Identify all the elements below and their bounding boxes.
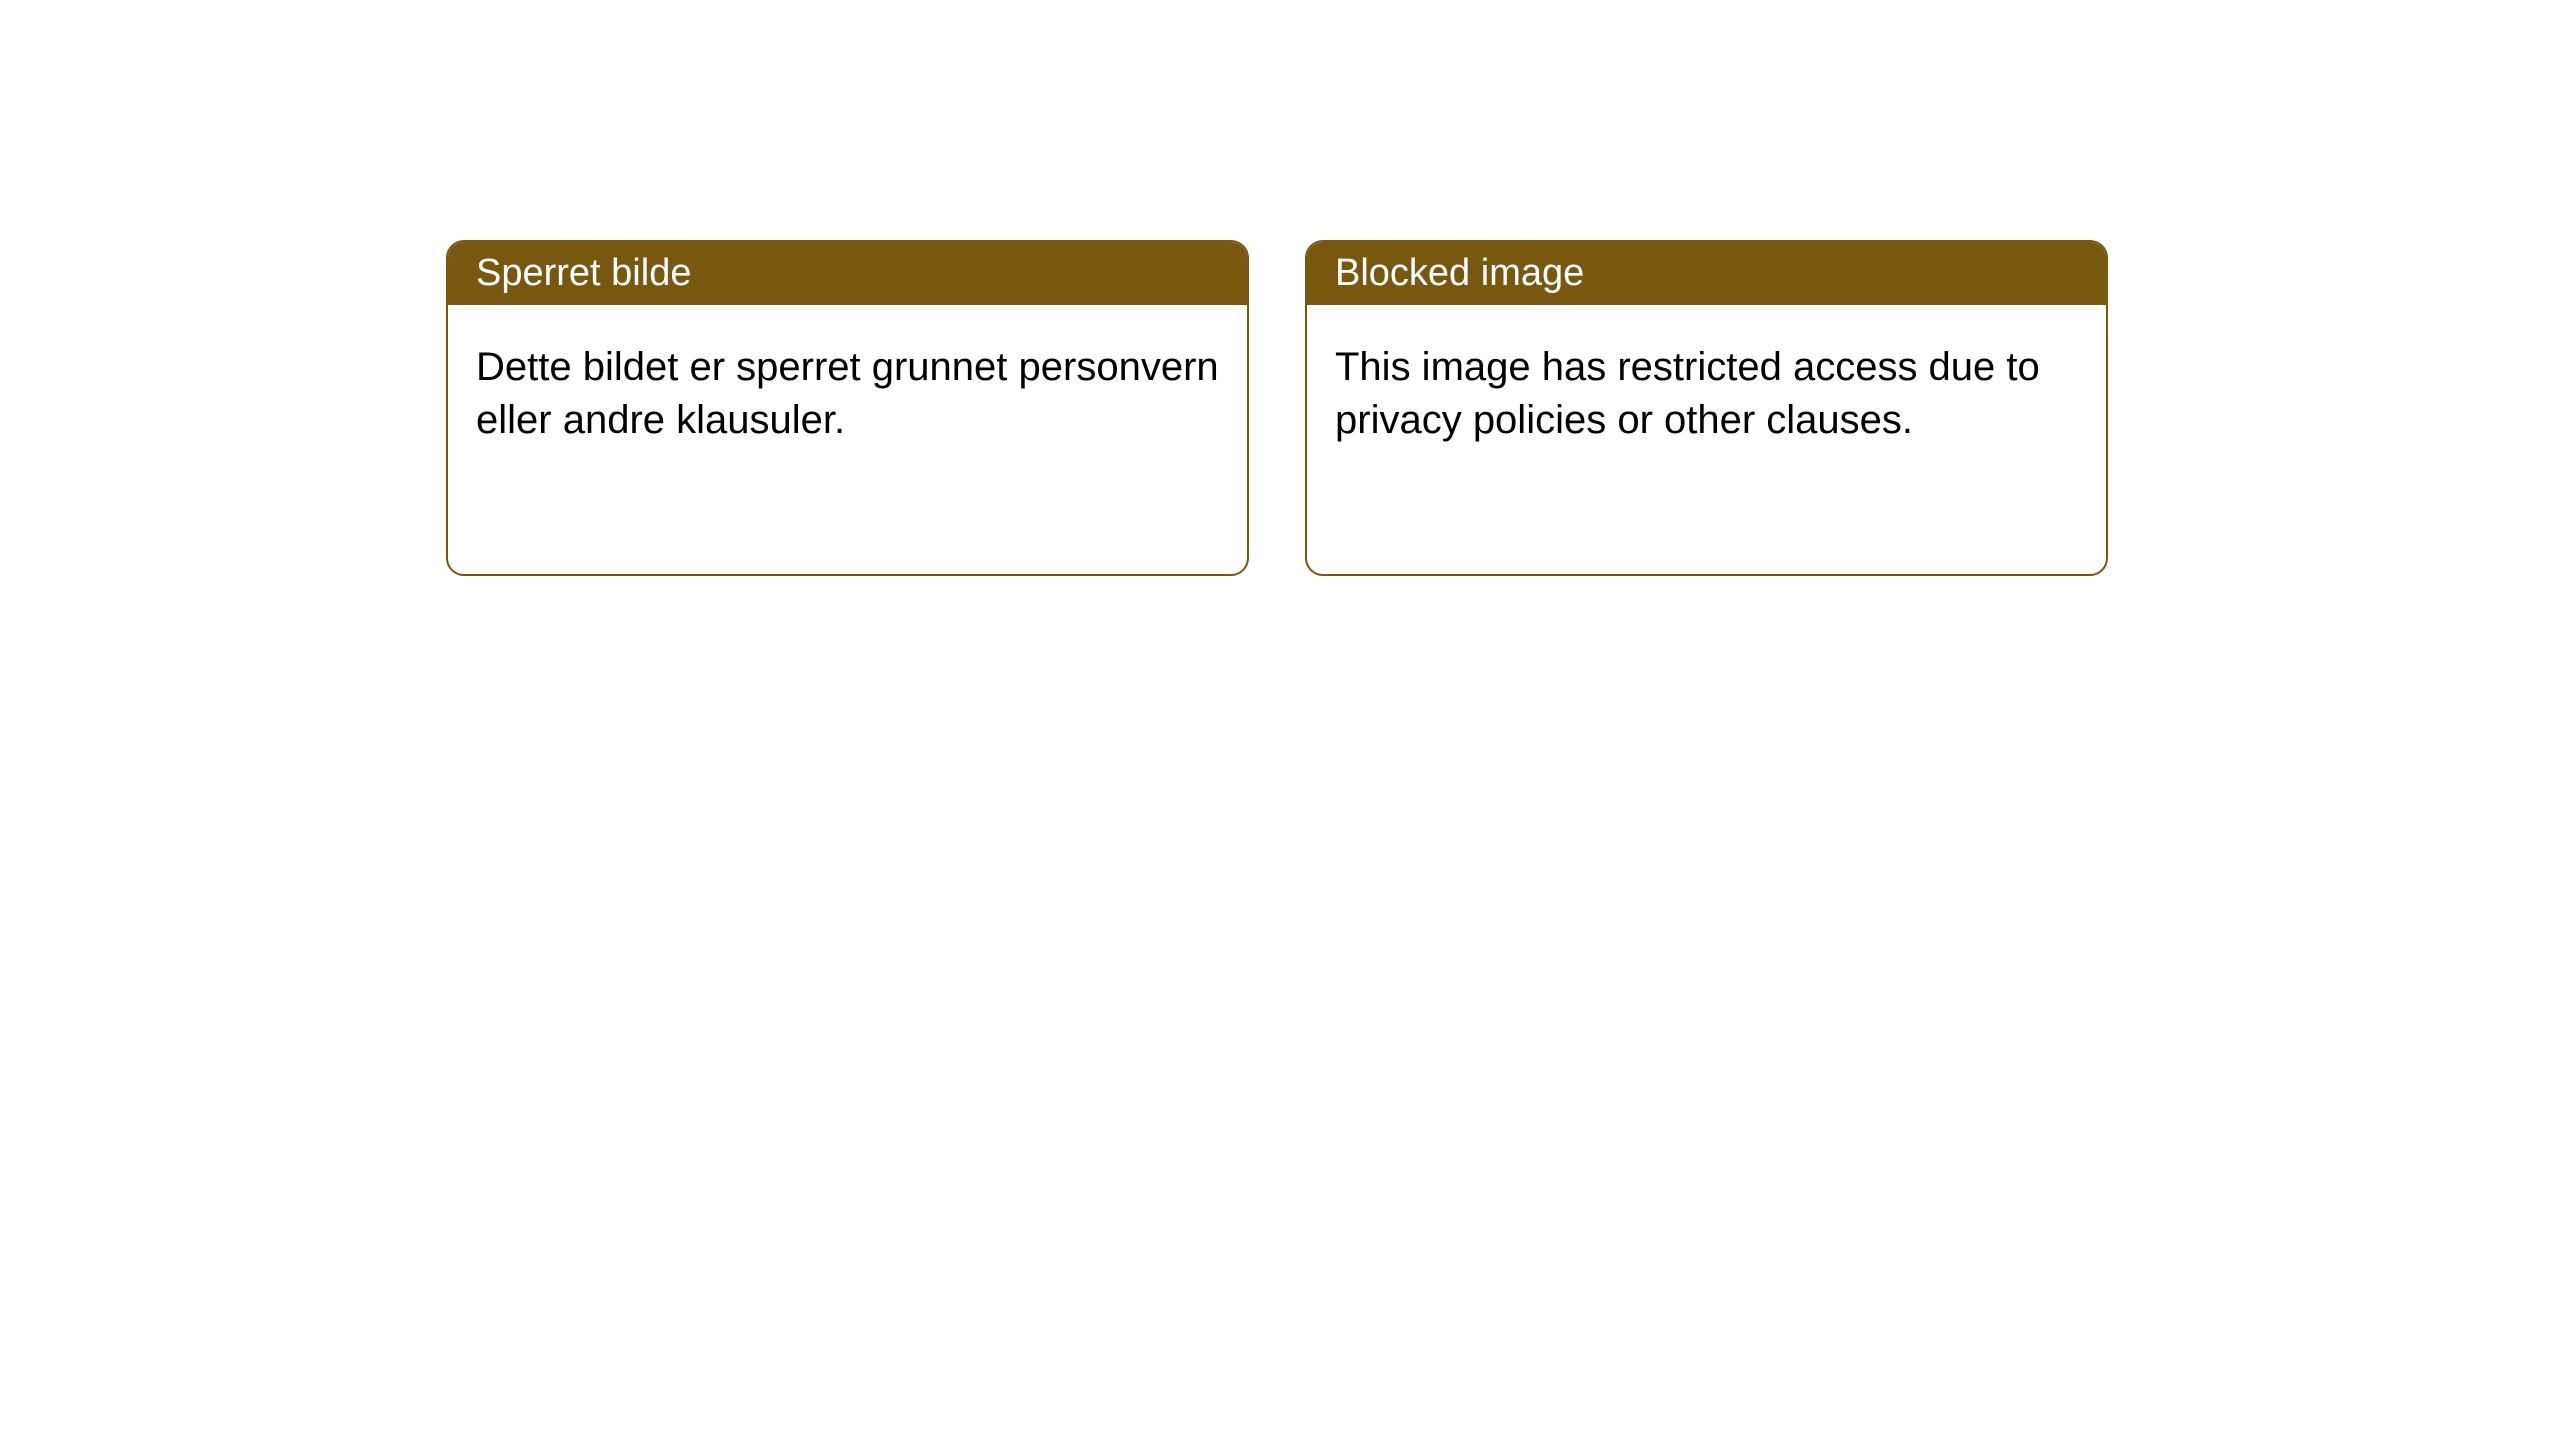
notice-header: Sperret bilde: [448, 242, 1247, 305]
notice-container: Sperret bilde Dette bildet er sperret gr…: [0, 0, 2560, 576]
notice-body: Dette bildet er sperret grunnet personve…: [448, 305, 1247, 483]
notice-header: Blocked image: [1307, 242, 2106, 305]
notice-box-norwegian: Sperret bilde Dette bildet er sperret gr…: [446, 240, 1249, 576]
notice-box-english: Blocked image This image has restricted …: [1305, 240, 2108, 576]
notice-body: This image has restricted access due to …: [1307, 305, 2106, 483]
